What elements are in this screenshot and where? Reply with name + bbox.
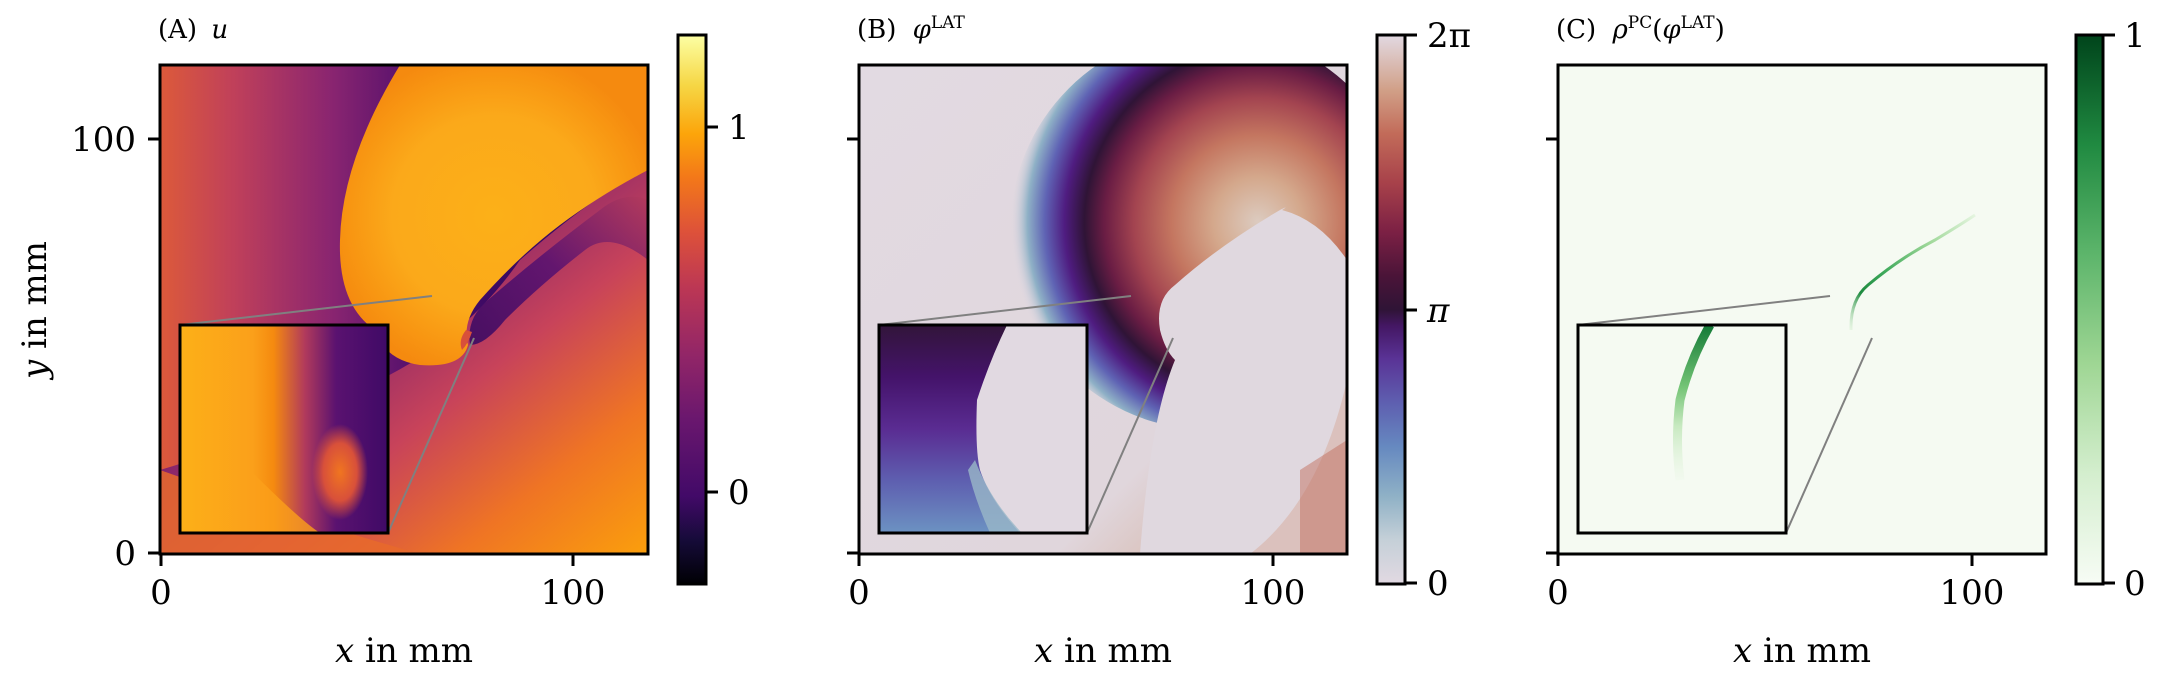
- x-tick-label: 100: [1241, 573, 1306, 613]
- panel-c-frame: [1556, 63, 2048, 556]
- panel-b-colorbar: 2π π 0: [1375, 16, 1471, 604]
- panel-a-colorbar: 1 0: [676, 33, 750, 586]
- panel-a-title: (A) u: [158, 15, 228, 45]
- colorbar-tick-label: 2π: [1427, 16, 1471, 56]
- inset-connector-line: [1577, 295, 1831, 326]
- colorbar-tick-label: 1: [2124, 16, 2146, 56]
- x-tick-label: 0: [150, 573, 172, 613]
- inset-connector-line: [387, 337, 475, 534]
- inset-connector-line: [878, 295, 1132, 326]
- x-axis-label: x in mm: [1733, 631, 1871, 671]
- panel-c-x-axis: 0 100 x in mm: [1547, 554, 2004, 671]
- colorbar-tick-label: 0: [1427, 564, 1449, 604]
- y-tick-label: 0: [114, 534, 136, 574]
- x-tick-label: 0: [848, 573, 870, 613]
- y-tick-label: 100: [71, 120, 136, 160]
- panel-b-frame: [857, 63, 1349, 556]
- inset-connector-line: [1086, 337, 1174, 534]
- inset-connector-line: [1785, 337, 1873, 534]
- panel-c-colorbar: 1 0: [2074, 16, 2146, 604]
- panel-b: (B) φLAT 0 100: [847, 13, 1471, 671]
- panel-b-x-axis: 0 100 x in mm: [848, 554, 1305, 671]
- inset-connector-line: [179, 295, 433, 326]
- panel-b-inset: [877, 295, 1174, 535]
- colorbar-tick-label: 0: [728, 473, 750, 513]
- panel-c: (C) ρPC(φLAT) 0 100 x in mm: [1546, 13, 2146, 671]
- x-tick-label: 100: [1940, 573, 2005, 613]
- colorbar-tick-label: 1: [728, 108, 750, 148]
- y-axis-label: y in mm: [15, 241, 55, 381]
- panel-a-inset: [178, 295, 475, 535]
- colorbar-tick-label: 0: [2124, 564, 2146, 604]
- panel-b-y-axis: [847, 137, 859, 555]
- x-axis-label: x in mm: [335, 631, 473, 671]
- panel-c-inset: [1576, 295, 1873, 535]
- panel-b-title: (B) φLAT: [857, 13, 966, 45]
- x-tick-label: 100: [541, 573, 606, 613]
- panel-a-y-axis: 0 100 y in mm: [15, 120, 160, 574]
- x-axis-label: x in mm: [1034, 631, 1172, 671]
- panel-a-frame: [158, 63, 650, 556]
- colorbar-tick-label: π: [1426, 291, 1450, 331]
- x-tick-label: 0: [1547, 573, 1569, 613]
- panel-c-y-axis: [1546, 137, 1558, 555]
- panel-a: (A) u: [15, 15, 750, 671]
- panel-a-x-axis: 0 100 x in mm: [150, 554, 605, 671]
- panel-c-title: (C) ρPC(φLAT): [1556, 13, 1725, 45]
